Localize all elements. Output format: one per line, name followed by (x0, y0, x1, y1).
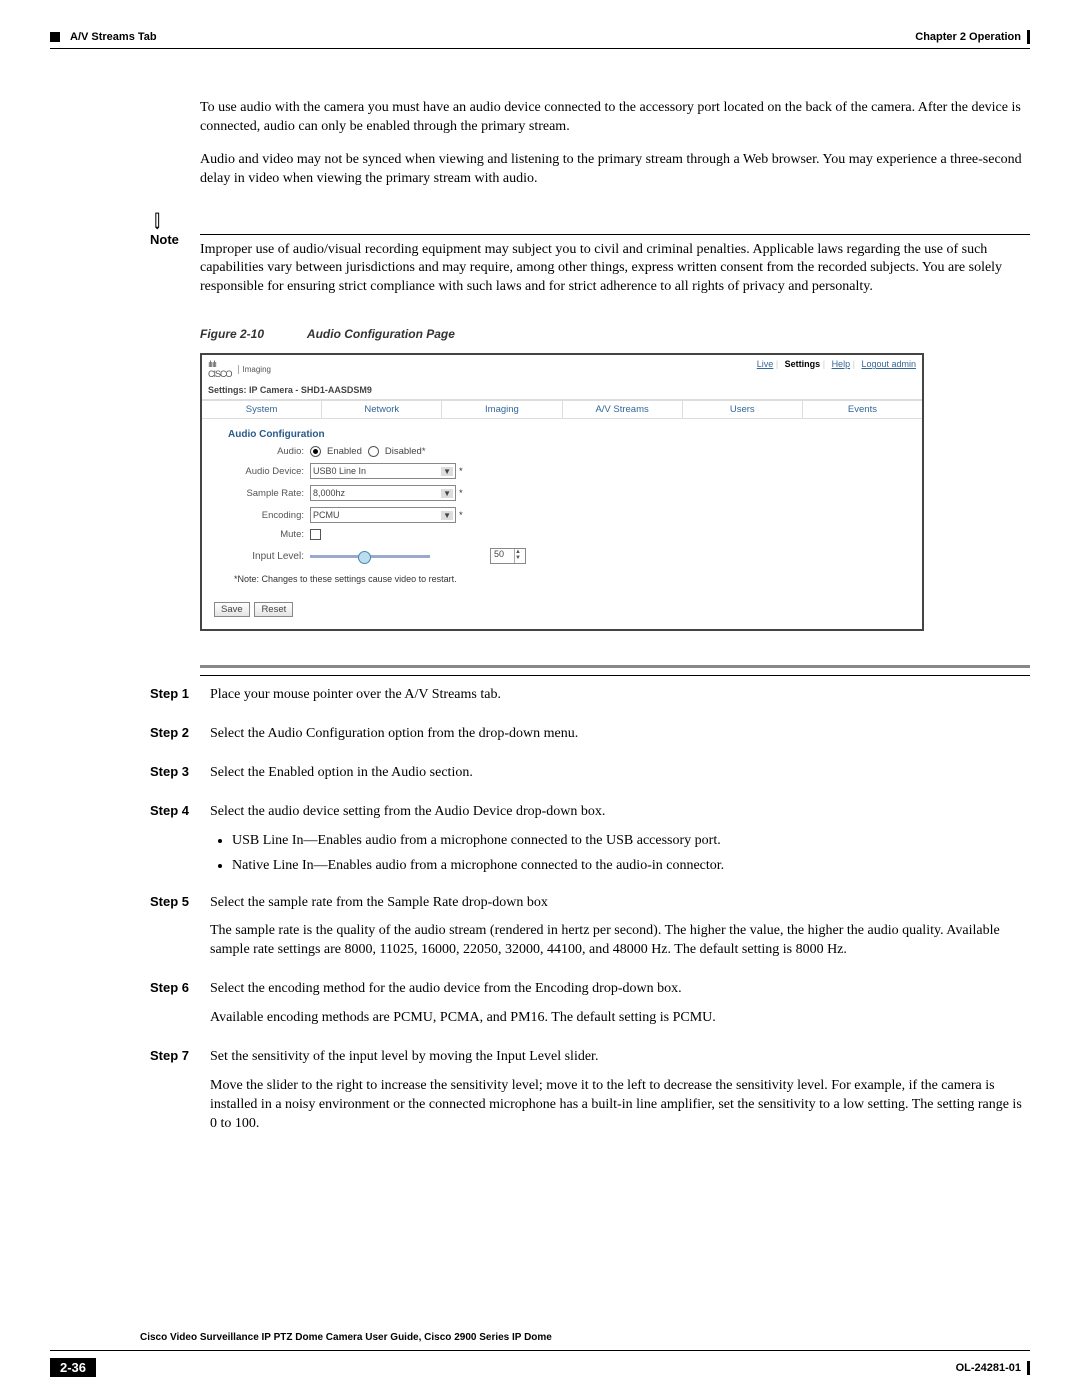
asterisk-icon: * (459, 466, 463, 477)
input-level-slider[interactable] (310, 555, 430, 558)
figure-label: Figure 2-10 (200, 327, 264, 341)
rate-label: Sample Rate: (234, 488, 304, 499)
settings-breadcrumb: Settings: IP Camera - SHD1-AASDSM9 (202, 383, 922, 400)
pencil-icon (145, 206, 174, 235)
radio-enabled[interactable] (310, 446, 321, 457)
device-select[interactable]: USB0 Line In ▼ (310, 463, 456, 479)
help-link[interactable]: Help (832, 359, 851, 369)
step-label: Step 3 (150, 764, 210, 793)
spinner-down-icon[interactable]: ▼ (515, 555, 525, 561)
radio-disabled[interactable] (368, 446, 379, 457)
header-left: A/V Streams Tab (50, 30, 157, 44)
header-right: Chapter 2 Operation (915, 30, 1030, 44)
encoding-select[interactable]: PCMU ▼ (310, 507, 456, 523)
page-number: 2-36 (50, 1358, 96, 1377)
radio-disabled-label: Disabled* (385, 446, 426, 457)
note-text: Improper use of audio/visual recording e… (200, 241, 1030, 298)
screenshot-note: *Note: Changes to these settings cause v… (234, 574, 910, 584)
input-level-value: 50 (491, 549, 514, 563)
cisco-logo-text: ılıılıCISCO (208, 359, 232, 379)
rate-select[interactable]: 8,000hz ▼ (310, 485, 456, 501)
step-text: Select the Enabled option in the Audio s… (210, 764, 1030, 793)
asterisk-icon: * (459, 488, 463, 499)
tab-events[interactable]: Events (803, 401, 922, 419)
header-square-icon (50, 32, 60, 42)
tab-avstreams[interactable]: A/V Streams (563, 401, 683, 419)
mute-checkbox[interactable] (310, 529, 321, 540)
note-label: Note (150, 232, 200, 247)
step-text: Select the audio device setting from the… (210, 803, 1030, 884)
save-button[interactable]: Save (214, 602, 250, 617)
intro-para-2: Audio and video may not be synced when v… (200, 151, 1030, 189)
step-label: Step 4 (150, 803, 210, 884)
footer-doc-title: Cisco Video Surveillance IP PTZ Dome Cam… (140, 1332, 1030, 1343)
tab-network[interactable]: Network (322, 401, 442, 419)
tab-bar: System Network Imaging A/V Streams Users… (202, 400, 922, 419)
header-section: A/V Streams Tab (70, 31, 157, 43)
encoding-value: PCMU (313, 510, 340, 520)
logout-link[interactable]: Logout admin (861, 359, 916, 369)
step-text: Set the sensitivity of the input level b… (210, 1048, 1030, 1144)
step-label: Step 7 (150, 1048, 210, 1144)
header-chapter: Chapter 2 Operation (915, 31, 1021, 43)
footer-doc-id: OL-24281-01 (956, 1362, 1021, 1374)
step-bullet: USB Line In—Enables audio from a microph… (232, 832, 1030, 851)
step-label: Step 2 (150, 725, 210, 754)
section-divider-thin (200, 675, 1030, 676)
step-label: Step 5 (150, 894, 210, 971)
step-text: Select the sample rate from the Sample R… (210, 894, 1030, 971)
input-level-spinner[interactable]: 50 ▲ ▼ (490, 548, 526, 564)
brand-block: ılıılıCISCO Imaging (208, 359, 271, 379)
fieldset-audio-config: Audio Configuration (228, 429, 910, 440)
mute-label: Mute: (234, 529, 304, 540)
chevron-down-icon: ▼ (441, 489, 453, 498)
rate-value: 8,000hz (313, 488, 345, 498)
intro-para-1: To use audio with the camera you must ha… (200, 99, 1030, 137)
chevron-down-icon: ▼ (441, 467, 453, 476)
settings-link[interactable]: Settings (785, 359, 821, 369)
tab-system[interactable]: System (202, 401, 322, 419)
brand-sub: Imaging (238, 365, 271, 374)
step-label: Step 6 (150, 980, 210, 1038)
step-bullet: Native Line In—Enables audio from a micr… (232, 857, 1030, 876)
slider-thumb-icon[interactable] (358, 551, 371, 564)
tab-users[interactable]: Users (683, 401, 803, 419)
header-bar-icon (1027, 30, 1030, 44)
step-text: Place your mouse pointer over the A/V St… (210, 686, 1030, 715)
device-label: Audio Device: (234, 466, 304, 477)
footer-bar-icon (1027, 1361, 1030, 1375)
screenshot-panel: ılıılıCISCO Imaging Live | Settings | He… (200, 353, 924, 631)
step-text: Select the encoding method for the audio… (210, 980, 1030, 1038)
chevron-down-icon: ▼ (441, 511, 453, 520)
step-text: Select the Audio Configuration option fr… (210, 725, 1030, 754)
device-value: USB0 Line In (313, 466, 366, 476)
input-level-label: Input Level: (234, 551, 304, 562)
radio-enabled-label: Enabled (327, 446, 362, 457)
reset-button[interactable]: Reset (254, 602, 293, 617)
section-divider-thick (200, 665, 1030, 668)
top-links: Live | Settings | Help | Logout admin (753, 359, 916, 379)
tab-imaging[interactable]: Imaging (442, 401, 562, 419)
step-label: Step 1 (150, 686, 210, 715)
live-link[interactable]: Live (757, 359, 774, 369)
asterisk-icon: * (459, 510, 463, 521)
figure-title: Audio Configuration Page (307, 327, 455, 341)
audio-label: Audio: (234, 446, 304, 457)
encoding-label: Encoding: (234, 510, 304, 521)
